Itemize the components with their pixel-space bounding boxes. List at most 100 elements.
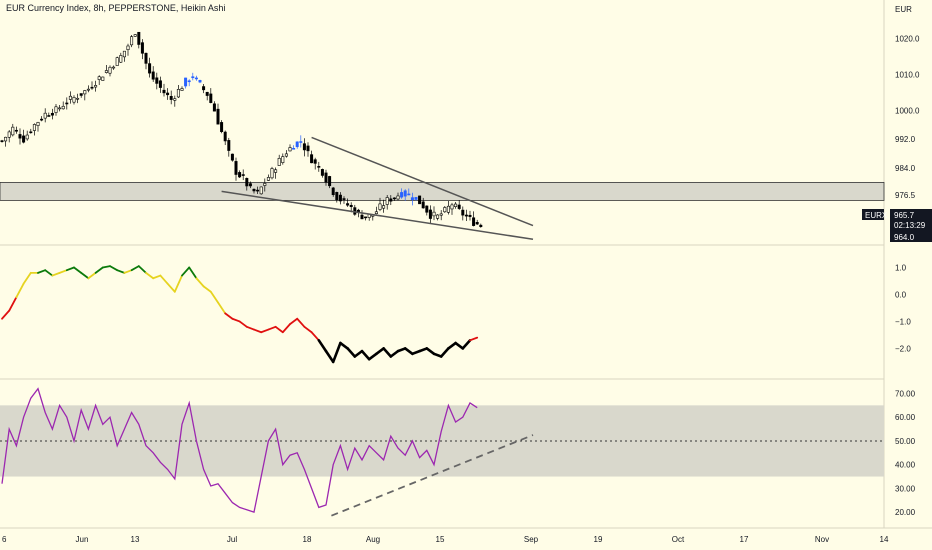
candle: [14, 129, 18, 132]
candle: [108, 66, 112, 74]
oscillator-segment: [447, 341, 457, 350]
candle: [202, 86, 206, 91]
oscillator-segment: [87, 271, 97, 280]
oscillator-segment: [195, 277, 205, 288]
oscillator-segment: [181, 266, 191, 277]
candle: [47, 115, 51, 117]
trendline-lower: [221, 190, 534, 241]
candle: [18, 134, 22, 139]
candle: [32, 124, 36, 131]
candle: [331, 187, 335, 196]
time-tick-label: Aug: [366, 535, 380, 544]
candle: [162, 89, 166, 94]
candle: [400, 192, 404, 198]
time-tick-label: 17: [740, 535, 749, 544]
oscillator-segment: [202, 285, 212, 293]
oscillator-segment: [260, 328, 270, 334]
candle: [306, 145, 310, 152]
candle: [346, 203, 350, 206]
oscillator-segment: [80, 271, 90, 280]
candle: [133, 34, 137, 37]
time-tick-label: Jul: [227, 535, 237, 544]
last-price-tag: [890, 209, 932, 231]
candle: [158, 80, 162, 88]
candle: [72, 97, 76, 103]
candle: [292, 147, 296, 150]
low-price-value: 964.0: [894, 233, 915, 242]
candle: [180, 88, 184, 91]
candle: [342, 198, 346, 200]
candle: [119, 55, 123, 63]
candle: [360, 214, 364, 220]
candle: [43, 112, 47, 119]
candle: [209, 93, 213, 103]
oscillator-segment: [116, 269, 126, 274]
candle: [335, 192, 339, 201]
oscillator-segment: [281, 323, 291, 334]
candle: [299, 141, 303, 143]
rsi-tick-label: 20.00: [895, 508, 916, 517]
candle: [302, 143, 306, 151]
candle: [97, 76, 101, 80]
candle: [155, 77, 159, 84]
candle: [328, 176, 332, 187]
candle: [25, 134, 29, 140]
candle: [432, 211, 436, 217]
candle: [248, 183, 252, 187]
low-price-tag: [890, 231, 932, 242]
oscillator-segment: [296, 317, 306, 328]
candle: [317, 166, 321, 168]
candle: [169, 96, 173, 100]
oscillator-segment: [37, 269, 47, 274]
candle: [288, 147, 292, 152]
candle: [281, 156, 285, 163]
oscillator-segment: [324, 349, 335, 364]
candle: [216, 108, 220, 125]
candle: [443, 207, 447, 213]
oscillator-segment: [130, 265, 140, 272]
price-tick-label: 976.5: [895, 191, 916, 200]
price-tick-label: 1010.0: [895, 70, 920, 79]
candle: [320, 169, 324, 176]
rsi-tick-label: 50.00: [895, 437, 916, 446]
time-tick-label: Nov: [815, 535, 829, 544]
candle: [90, 86, 94, 89]
oscillator-segment: [274, 325, 284, 334]
oscillator-segment: [217, 301, 227, 315]
candle: [79, 93, 83, 96]
candle: [58, 107, 62, 110]
candle: [220, 122, 224, 133]
countdown-value: 02:13:29: [894, 221, 926, 230]
candle: [83, 90, 87, 95]
oscillator-segment: [238, 320, 248, 328]
oscillator-segment: [375, 347, 385, 356]
candle: [238, 172, 242, 178]
oscillator-segment: [389, 349, 400, 358]
candle: [223, 131, 227, 142]
candle: [374, 211, 378, 215]
oscillator-segment: [310, 331, 320, 342]
time-tick-label: 18: [303, 535, 312, 544]
oscillator-tick-label: −1.0: [895, 317, 911, 326]
oscillator-segment: [425, 347, 436, 356]
chart-title: EUR Currency Index, 8h, PEPPERSTONE, Hei…: [6, 3, 226, 13]
oscillator-segment: [152, 274, 162, 280]
time-tick-label: 6: [2, 535, 7, 544]
price-tick-label: 992.0: [895, 135, 916, 144]
candle: [475, 222, 479, 225]
candle: [385, 197, 389, 205]
candle: [126, 45, 130, 51]
candle: [454, 203, 458, 207]
candle: [115, 57, 119, 66]
candle: [403, 190, 407, 197]
oscillator-segment: [253, 328, 263, 334]
candle: [396, 195, 400, 200]
candle: [407, 193, 411, 196]
candle: [50, 112, 54, 116]
candle: [148, 63, 152, 74]
resistance-zone: [0, 181, 885, 201]
candle: [338, 194, 342, 202]
oscillator-segment: [44, 269, 54, 277]
oscillator-segment: [109, 265, 119, 272]
